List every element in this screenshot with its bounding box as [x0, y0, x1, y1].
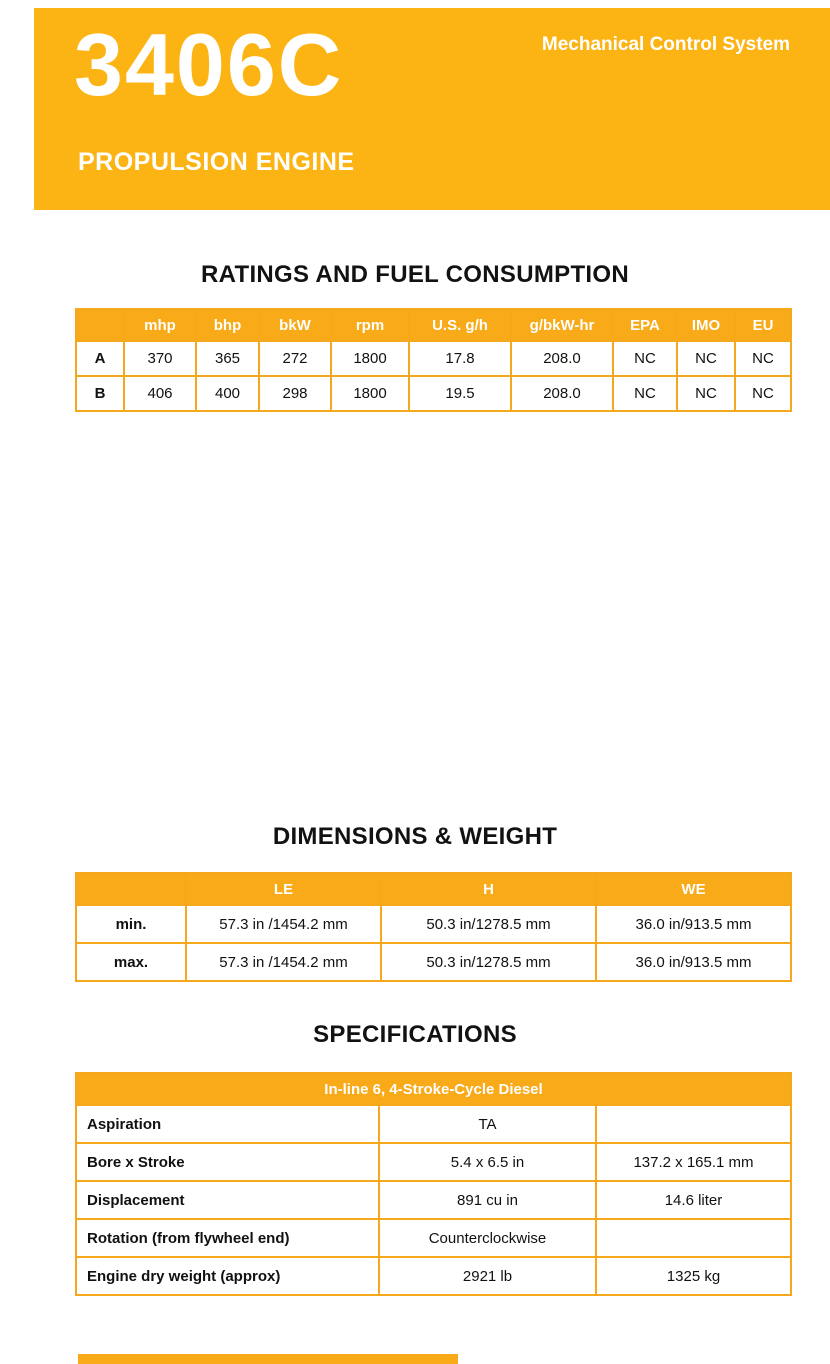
- ratings-row-a: A 370 365 272 1800 17.8 208.0 NC NC NC: [75, 340, 792, 377]
- ratings-section-title: RATINGS AND FUEL CONSUMPTION: [201, 261, 629, 288]
- header-band: Mechanical Control System 3406C PROPULSI…: [34, 8, 830, 210]
- cell: 370: [123, 340, 197, 377]
- spec-metric: 1325 kg: [595, 1256, 792, 1296]
- spec-label: Engine dry weight (approx): [75, 1256, 380, 1296]
- cell: 298: [258, 375, 332, 412]
- spec-metric: [595, 1218, 792, 1258]
- cell: NC: [734, 375, 792, 412]
- ratings-col-header-bkw: bkW: [258, 308, 332, 342]
- spec-value: TA: [378, 1104, 597, 1144]
- spec-row-bore-stroke: Bore x Stroke 5.4 x 6.5 in 137.2 x 165.1…: [75, 1142, 792, 1182]
- cell: 1800: [330, 340, 410, 377]
- ratings-col-header-gbkwhr: g/bkW-hr: [510, 308, 614, 342]
- row-label: max.: [75, 942, 187, 982]
- spec-metric: 14.6 liter: [595, 1180, 792, 1220]
- dimensions-row-max: max. 57.3 in /1454.2 mm 50.3 in/1278.5 m…: [75, 942, 792, 982]
- spec-label: Aspiration: [75, 1104, 380, 1144]
- cell: 57.3 in /1454.2 mm: [185, 942, 382, 982]
- ratings-col-header-epa: EPA: [612, 308, 678, 342]
- row-label: B: [75, 375, 125, 412]
- cell: 272: [258, 340, 332, 377]
- cell: 365: [195, 340, 260, 377]
- spec-row-dry-weight: Engine dry weight (approx) 2921 lb 1325 …: [75, 1256, 792, 1296]
- dimensions-section-title: DIMENSIONS & WEIGHT: [272, 823, 558, 850]
- cell: 50.3 in/1278.5 mm: [380, 942, 597, 982]
- dimensions-col-header-we: WE: [595, 872, 792, 906]
- cell: 208.0: [510, 340, 614, 377]
- cell: 406: [123, 375, 197, 412]
- cell: 17.8: [408, 340, 512, 377]
- spec-row-aspiration: Aspiration TA: [75, 1104, 792, 1144]
- dimensions-table: LE H WE min. 57.3 in /1454.2 mm 50.3 in/…: [75, 872, 792, 982]
- spec-value: 2921 lb: [378, 1256, 597, 1296]
- cell: 57.3 in /1454.2 mm: [185, 904, 382, 944]
- cell: NC: [734, 340, 792, 377]
- spec-label: Rotation (from flywheel end): [75, 1218, 380, 1258]
- dimensions-header-row: LE H WE: [75, 872, 792, 906]
- spec-value: 891 cu in: [378, 1180, 597, 1220]
- cell: NC: [612, 375, 678, 412]
- row-label: min.: [75, 904, 187, 944]
- spec-label: Displacement: [75, 1180, 380, 1220]
- ratings-col-header-mhp: mhp: [123, 308, 197, 342]
- dimensions-row-min: min. 57.3 in /1454.2 mm 50.3 in/1278.5 m…: [75, 904, 792, 944]
- dimensions-col-header-le: LE: [185, 872, 382, 906]
- cell: NC: [676, 340, 736, 377]
- ratings-col-header-bhp: bhp: [195, 308, 260, 342]
- engine-type-subtitle: PROPULSION ENGINE: [78, 148, 355, 176]
- cutoff-table-header-bar: [78, 1354, 458, 1364]
- cell: NC: [612, 340, 678, 377]
- cell: 36.0 in/913.5 mm: [595, 904, 792, 944]
- ratings-row-b: B 406 400 298 1800 19.5 208.0 NC NC NC: [75, 375, 792, 412]
- specifications-section-title: SPECIFICATIONS: [313, 1021, 517, 1048]
- spec-row-displacement: Displacement 891 cu in 14.6 liter: [75, 1180, 792, 1220]
- cell: 19.5: [408, 375, 512, 412]
- ratings-col-header-imo: IMO: [676, 308, 736, 342]
- spec-metric: [595, 1104, 792, 1144]
- spec-row-rotation: Rotation (from flywheel end) Countercloc…: [75, 1218, 792, 1258]
- cell: 1800: [330, 375, 410, 412]
- control-system-label: Mechanical Control System: [541, 34, 790, 55]
- dimensions-col-header-blank: [75, 872, 187, 906]
- spec-value: 5.4 x 6.5 in: [378, 1142, 597, 1182]
- cell: 36.0 in/913.5 mm: [595, 942, 792, 982]
- cell: 208.0: [510, 375, 614, 412]
- engine-model-title: 3406C: [74, 15, 344, 114]
- dimensions-col-header-h: H: [380, 872, 597, 906]
- spec-metric: 137.2 x 165.1 mm: [595, 1142, 792, 1182]
- ratings-header-row: mhp bhp bkW rpm U.S. g/h g/bkW-hr EPA IM…: [75, 308, 792, 342]
- cell: 400: [195, 375, 260, 412]
- ratings-col-header-blank: [75, 308, 125, 342]
- cell: 50.3 in/1278.5 mm: [380, 904, 597, 944]
- specifications-table: In-line 6, 4-Stroke-Cycle Diesel Aspirat…: [75, 1072, 792, 1296]
- spec-value: Counterclockwise: [378, 1218, 597, 1258]
- ratings-col-header-usgh: U.S. g/h: [408, 308, 512, 342]
- ratings-col-header-eu: EU: [734, 308, 792, 342]
- cell: NC: [676, 375, 736, 412]
- ratings-col-header-rpm: rpm: [330, 308, 410, 342]
- engine-configuration-header: In-line 6, 4-Stroke-Cycle Diesel: [75, 1072, 792, 1106]
- specifications-header-row: In-line 6, 4-Stroke-Cycle Diesel: [75, 1072, 792, 1106]
- ratings-table: mhp bhp bkW rpm U.S. g/h g/bkW-hr EPA IM…: [75, 308, 792, 412]
- spec-label: Bore x Stroke: [75, 1142, 380, 1182]
- row-label: A: [75, 340, 125, 377]
